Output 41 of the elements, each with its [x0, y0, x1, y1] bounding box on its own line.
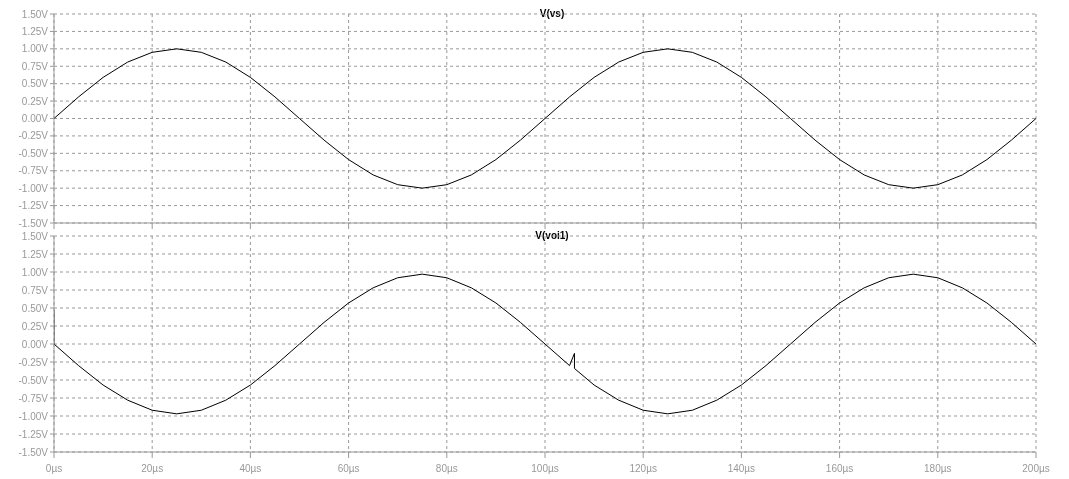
y-tick-label: 1.00V — [21, 43, 49, 55]
x-tick-label: 100µs — [531, 463, 559, 474]
x-tick-label: 40µs — [239, 463, 262, 474]
y-tick-label: -0.50V — [18, 147, 49, 159]
y-tick-label: -1.50V — [18, 446, 49, 458]
chart-title: V(vs) — [538, 8, 566, 19]
y-tick-label: -1.00V — [18, 410, 49, 422]
y-tick-label: -0.75V — [18, 392, 49, 404]
x-tick-label: 0µs — [45, 463, 63, 474]
chart-title: V(voi1) — [534, 230, 570, 241]
y-tick-label: 1.50V — [21, 230, 49, 242]
y-tick-label: -1.25V — [18, 428, 49, 440]
x-tick-label: 60µs — [337, 463, 360, 474]
y-tick-label: 0.50V — [21, 302, 49, 314]
x-tick-label: 140µs — [727, 463, 756, 474]
x-tick-label: 80µs — [435, 463, 458, 474]
y-tick-label: 0.75V — [21, 284, 49, 296]
y-tick-label: -0.50V — [18, 374, 49, 386]
x-tick-label: 120µs — [629, 463, 657, 474]
y-tick-label: 0.25V — [21, 95, 49, 107]
y-tick-label: 0.00V — [21, 113, 49, 125]
y-tick-label: -0.25V — [18, 130, 49, 142]
y-tick-label: -1.25V — [18, 200, 49, 212]
y-tick-label: 0.00V — [21, 338, 49, 350]
y-tick-label: -1.00V — [18, 182, 49, 194]
y-tick-label: 1.50V — [21, 8, 49, 20]
line-series — [54, 48, 1036, 189]
y-tick-label: 0.75V — [21, 60, 49, 72]
y-tick-label: -0.25V — [18, 356, 49, 368]
x-tick-label: 180µs — [924, 463, 952, 474]
x-tick-label: 200µs — [1022, 463, 1050, 474]
y-tick-label: 0.50V — [21, 78, 49, 90]
x-tick-label: 160µs — [825, 463, 854, 474]
y-tick-label: 1.25V — [21, 248, 49, 260]
x-tick-label: 20µs — [141, 463, 164, 474]
line-series — [54, 273, 1036, 415]
y-tick-label: 1.25V — [21, 25, 49, 37]
y-tick-label: 0.25V — [21, 320, 49, 332]
y-tick-label: -1.50V — [18, 217, 49, 229]
y-tick-label: 1.00V — [21, 266, 49, 278]
y-tick-label: -0.75V — [18, 165, 49, 177]
